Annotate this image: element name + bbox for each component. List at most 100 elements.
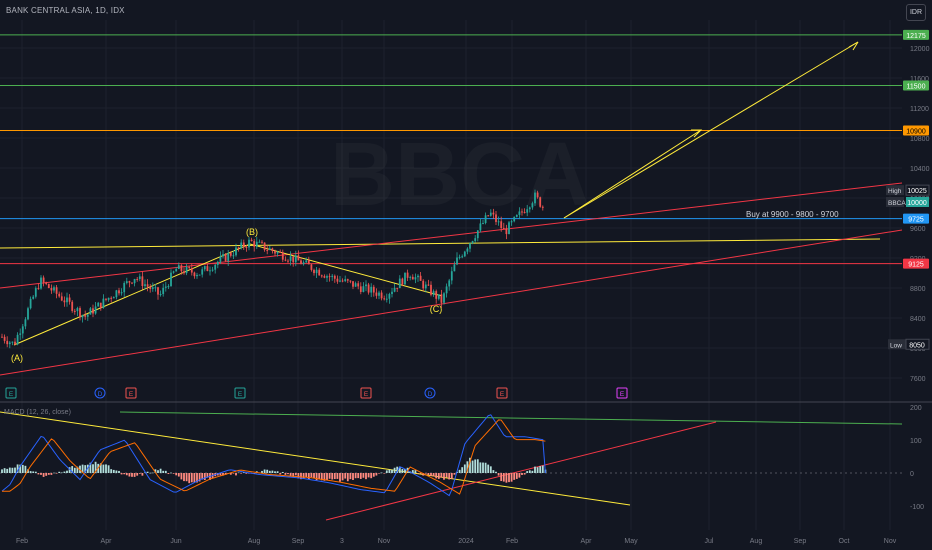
x-tick-label: Jul [705, 538, 714, 545]
macd-histogram-bar [136, 473, 139, 476]
candle-body [268, 248, 271, 250]
macd-histogram-bar [352, 473, 354, 480]
candlesticks [1, 189, 544, 349]
macd-histogram-bar [487, 464, 490, 473]
macd-histogram-bar [185, 473, 188, 482]
event-icon [496, 387, 508, 399]
x-tick-label: Nov [378, 538, 391, 545]
candle-body [354, 283, 357, 287]
y-tick-label: 8400 [910, 316, 926, 323]
price-level-tag-label: 11500 [907, 84, 926, 91]
macd-histogram-bar [66, 470, 68, 473]
macd-histogram-bar [323, 473, 326, 481]
event-icon-label: E [9, 391, 14, 398]
macd-histogram-bar [149, 472, 152, 474]
macd-histogram-bar [266, 469, 269, 473]
macd-histogram-bar [393, 467, 396, 473]
candle-body [510, 221, 513, 223]
macd-histogram-bar [175, 473, 178, 476]
candle-body [157, 287, 159, 295]
macd-histogram-bar [404, 468, 406, 473]
candle-body [341, 280, 344, 282]
marker-value-tag [905, 338, 930, 350]
candle-body [21, 326, 24, 334]
trend-line [563, 41, 859, 219]
candle-body [315, 269, 318, 274]
candle-body [307, 260, 310, 265]
candle-body [531, 203, 534, 208]
macd-histogram-bar [29, 471, 32, 473]
marker-value-tag [905, 184, 930, 196]
macd-histogram-bar [463, 464, 466, 473]
trend-line [0, 229, 903, 376]
macd-histogram-bar [383, 473, 386, 474]
candle-body [245, 247, 248, 249]
macd-histogram-bar [430, 473, 432, 476]
macd-histogram-bar [307, 473, 310, 480]
macd-histogram-bar [177, 473, 180, 477]
candle-body [6, 340, 9, 345]
macd-histogram-bar [110, 469, 113, 473]
candle-body [372, 286, 375, 293]
macd-histogram-bar [328, 473, 331, 479]
macd-histogram-bar [268, 470, 271, 473]
candle-body [131, 282, 133, 284]
macd-histogram-bar [539, 466, 542, 473]
macd-pane [1, 414, 547, 497]
macd-histogram-bar [281, 471, 284, 473]
candle-body [32, 296, 35, 299]
marker-label-bg [886, 197, 904, 207]
candle-body [120, 292, 123, 294]
price-level-tag [903, 125, 929, 136]
candle-body [16, 334, 19, 345]
macd-histogram-bar [541, 465, 544, 473]
macd-histogram-bar [219, 473, 222, 476]
macd-histogram-bar [505, 473, 508, 483]
candle-body [484, 215, 487, 224]
price-level-tag-label: 9125 [908, 262, 924, 269]
macd-indicator-label[interactable]: MACD (12, 26, close) [4, 409, 71, 416]
candle-body [294, 255, 297, 263]
macd-histogram-bar [333, 473, 336, 480]
candle-body [193, 272, 196, 277]
macd-histogram-bar [362, 473, 365, 478]
macd-histogram-bar [294, 473, 297, 476]
marker-label-bg [886, 185, 904, 196]
macd-histogram-bar [99, 463, 102, 473]
macd-histogram-bar [232, 473, 235, 474]
candle-body [89, 308, 92, 315]
candle-body [55, 287, 58, 294]
macd-histogram-bar [237, 472, 240, 474]
macd-histogram-bar [159, 468, 162, 473]
candle-body [144, 284, 146, 287]
candle-body [40, 277, 42, 289]
candle-body [289, 256, 292, 261]
macd-histogram-bar [497, 473, 500, 476]
event-icon-label: E [364, 391, 369, 398]
candle-body [188, 266, 191, 269]
candle-body [214, 264, 217, 270]
macd-histogram-bar [47, 473, 50, 475]
event-icon [234, 387, 246, 399]
macd-histogram-bar [279, 473, 282, 475]
marker-value-tag [906, 197, 929, 207]
currency-button[interactable]: IDR [906, 4, 926, 21]
macd-histogram-bar [523, 473, 526, 475]
candle-body [14, 341, 16, 345]
macd-histogram-bar [271, 470, 274, 473]
macd-histogram-bar [263, 469, 266, 473]
candle-body [211, 269, 214, 271]
candle-body [502, 228, 505, 230]
macd-histogram-bar [380, 472, 383, 474]
marker-value: 8050 [909, 342, 925, 349]
macd-histogram-bar [341, 473, 344, 481]
y-tick-label: 12000 [910, 46, 930, 53]
macd-histogram-bar [19, 464, 22, 473]
macd-histogram-bar [242, 472, 245, 474]
macd-histogram-bar [422, 473, 425, 476]
candle-body [419, 275, 422, 281]
candle-body [118, 290, 120, 294]
macd-histogram-bar [37, 473, 40, 475]
event-icon-label: E [238, 391, 243, 398]
